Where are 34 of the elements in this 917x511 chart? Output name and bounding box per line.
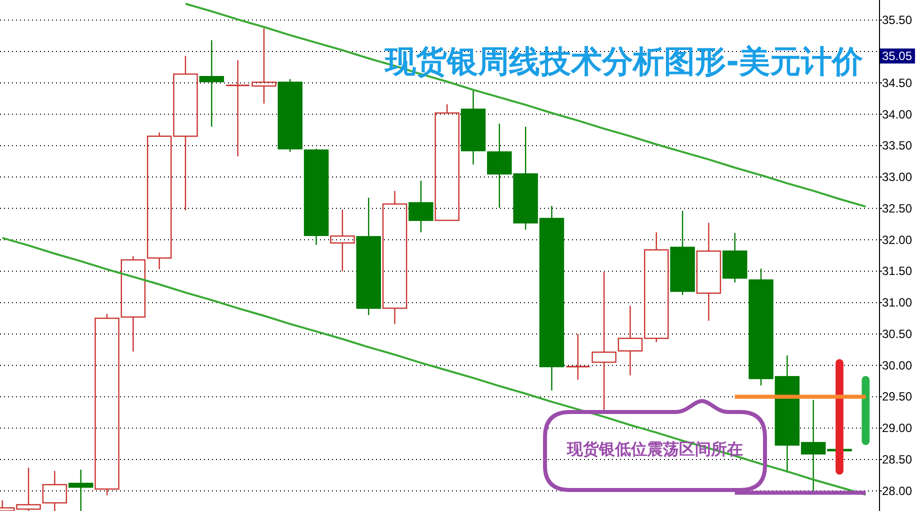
candlestick (42, 470, 68, 511)
y-tick-label: 28.50 (882, 452, 912, 467)
candlestick (225, 60, 250, 157)
candlestick (460, 88, 486, 166)
y-tick-label: 29.50 (882, 390, 912, 404)
candlestick (722, 232, 748, 284)
y-tick-label: 32.50 (882, 201, 912, 216)
y-tick-label: 31.50 (882, 264, 912, 278)
y-tick-label: 35.50 (882, 13, 912, 28)
y-tick-label: 28.00 (882, 484, 912, 498)
y-tick-label: 32.00 (882, 232, 912, 247)
y-tick-label: 29.00 (882, 421, 912, 436)
candlestick (68, 468, 94, 511)
candlestick (252, 28, 276, 104)
candlestick (330, 209, 355, 272)
y-tick-label: 34.50 (882, 76, 912, 90)
candlestick (592, 271, 616, 411)
y-tick-label: 31.00 (882, 296, 912, 310)
candlestick (356, 197, 381, 316)
candlestick (120, 256, 146, 352)
candlestick (382, 190, 408, 325)
y-tick-label: 30.50 (882, 326, 912, 341)
price-marker: 35.05 (880, 48, 915, 64)
y-tick-label: 33.00 (882, 170, 912, 184)
y-tick-label: 34.00 (882, 107, 912, 122)
candlestick (199, 40, 224, 128)
candlestick (304, 148, 329, 246)
candlestick (565, 333, 590, 380)
y-tick-label: 30.00 (882, 358, 912, 372)
candlestick (94, 313, 120, 496)
y-tick-label: 33.50 (882, 138, 912, 153)
candlestick (408, 180, 434, 233)
candlestick (696, 222, 722, 322)
candlestick (670, 210, 695, 296)
